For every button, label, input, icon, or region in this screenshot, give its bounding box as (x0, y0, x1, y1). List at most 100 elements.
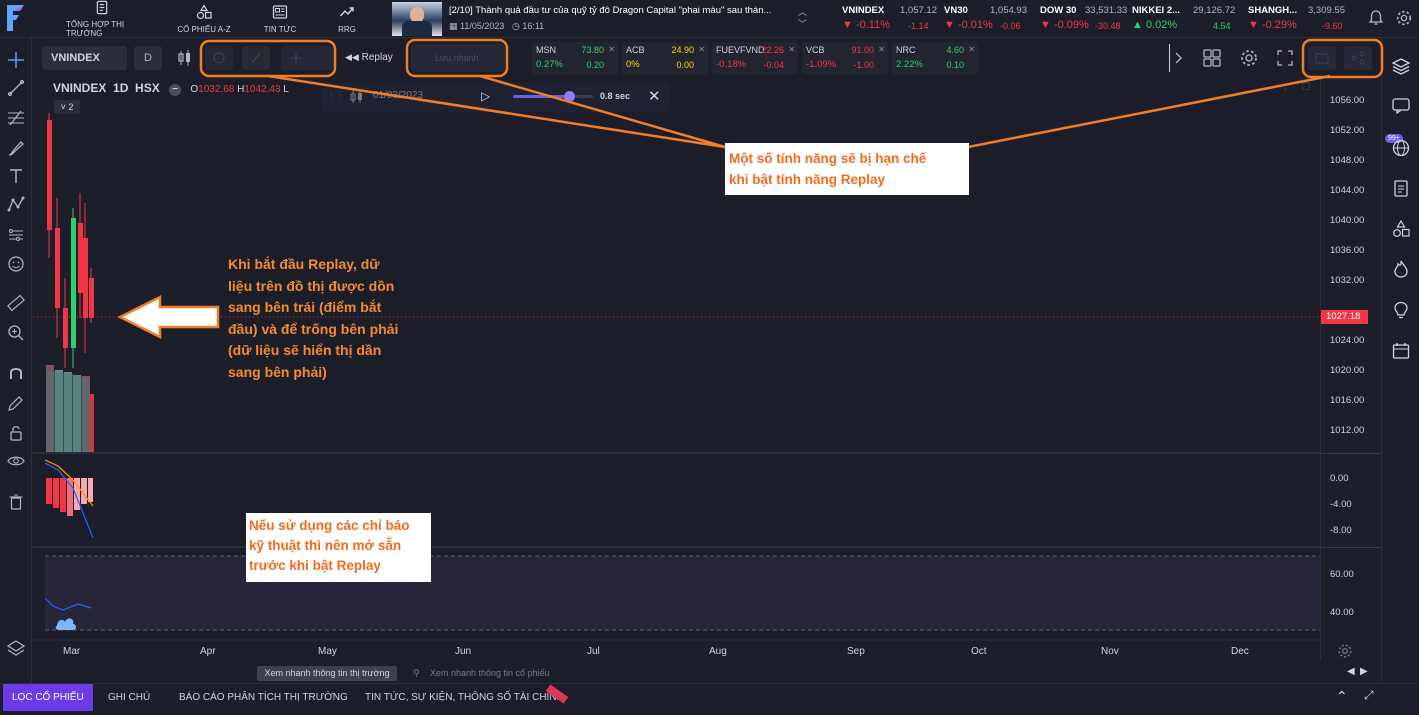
chevron-up-icon[interactable]: ︿ (798, 7, 808, 17)
flame-icon[interactable] (1391, 259, 1411, 279)
draw-button-disabled[interactable] (242, 46, 270, 70)
chevron-right-icon[interactable] (1166, 46, 1190, 70)
pencil-lock-icon[interactable] (6, 393, 26, 413)
time-axis[interactable]: Mar Apr May Jun Jul Aug Sep Oct Nov Dec (33, 640, 1320, 662)
ticker-vnindex[interactable]: VNINDEX 1,057.12 ▼ -0.11% -1.14 (842, 3, 938, 35)
share-button-disabled[interactable] (1344, 46, 1372, 70)
camera-button-disabled[interactable] (1308, 46, 1336, 70)
restore-icon[interactable]: ▢ (1301, 81, 1311, 92)
drag-handle-icon[interactable]: ⋮⋮ (327, 90, 345, 100)
speed-slider-knob[interactable] (564, 91, 575, 102)
brush-icon[interactable] (6, 138, 26, 158)
tab-stock-filter[interactable]: LỌC CỔ PHIẾU (3, 684, 93, 711)
projection-tool-icon[interactable] (6, 225, 26, 245)
eye-icon[interactable] (6, 451, 26, 471)
chevron-up-icon[interactable]: ⌃ (1336, 688, 1348, 704)
news-ticker[interactable]: [2/10] Thành quả đầu tư của quỹ tỷ đô Dr… (392, 2, 812, 36)
replay-button[interactable]: ◀◀ Replay (345, 46, 399, 70)
chevron-down-icon[interactable]: ﹀ (798, 19, 808, 29)
candlestick-type-icon[interactable] (171, 46, 199, 70)
nav-market-overview[interactable]: TỔNG HỢP THỊ TRƯỜNG (66, 0, 138, 38)
lightbulb-icon[interactable] (1391, 300, 1411, 320)
ruler-icon[interactable] (6, 293, 26, 313)
ticker-nikkei[interactable]: NIKKEI 2... 29,126.72 ▲ 0.02% 4.54 (1132, 3, 1238, 35)
news-title[interactable]: [2/10] Thành quả đầu tư của quỹ tỷ đô Dr… (449, 5, 772, 16)
close-icon[interactable]: ✕ (878, 45, 885, 54)
compare-button-disabled[interactable] (281, 46, 333, 70)
close-icon[interactable]: ✕ (788, 45, 795, 54)
shapes-icon[interactable] (1391, 219, 1411, 239)
chart-canvas[interactable] (33, 78, 1320, 660)
gear-icon[interactable] (1395, 9, 1413, 27)
tab-news-events[interactable]: TIN TỨC, SỰ KIỆN, THÔNG SỐ TÀI CHÍNH (365, 692, 564, 703)
chart-pane[interactable]: VNINDEX 1D HSX − O1032.68 H1042.43 L ˅ 2… (33, 78, 1320, 660)
layout-grid-icon[interactable] (1200, 46, 1224, 70)
text-tool-icon[interactable] (6, 166, 26, 186)
minus-icon[interactable]: − (169, 84, 182, 96)
reply-icon[interactable] (1391, 95, 1411, 115)
tab-market-report[interactable]: BÁO CÁO PHÂN TÍCH THỊ TRƯỜNG (179, 692, 348, 703)
zoom-in-icon[interactable] (6, 323, 26, 343)
ticker-name: SHANGH... (1248, 5, 1298, 16)
arrow-down-icon[interactable]: ↓ (1283, 82, 1288, 93)
axis-settings-icon[interactable] (1337, 643, 1353, 659)
ticker-dow30[interactable]: DOW 30 33,531.33 ▼ -0.09% -30.48 (1040, 3, 1127, 35)
scroll-right-icon[interactable]: ▶ (1360, 666, 1368, 677)
watchlist-item-fuevfvnd[interactable]: FUEVFVND 22.26 -0.18% -0.04 ✕ (712, 42, 798, 74)
price-axis[interactable]: 1056.00 1052.00 1048.00 1044.00 1040.00 … (1320, 78, 1382, 660)
trend-line-icon[interactable] (6, 78, 26, 98)
close-icon[interactable]: ✕ (698, 45, 705, 54)
stock-quick-search[interactable]: ⚲ Xem nhanh thông tin cổ phiếu (411, 665, 550, 681)
ticker-shanghai[interactable]: SHANGH... 3,309.55 ▼ -0.29% -9.60 (1248, 3, 1356, 35)
news-nav[interactable]: ︿ ﹀ (798, 6, 807, 30)
close-icon[interactable]: ✕ (608, 45, 615, 54)
symbol-search[interactable]: VNINDEX (42, 46, 127, 70)
interval-select[interactable]: D (134, 46, 162, 70)
fib-tool-icon[interactable] (6, 108, 26, 128)
replay-control-panel: ⋮⋮ 01/03/2023 ▷ 0.8 sec ✕ (321, 82, 669, 112)
news-time: 16:11 (522, 21, 545, 31)
clock-icon: ◷ (511, 21, 520, 31)
nav-label: TIN TỨC (263, 25, 297, 34)
calendar-icon[interactable] (1391, 341, 1411, 361)
indicator-button-disabled[interactable] (205, 46, 233, 70)
nav-news[interactable]: TIN TỨC (262, 0, 298, 38)
scroll-left-icon[interactable]: ◀ (1347, 666, 1355, 677)
ticker-change: 4.54 (1213, 21, 1231, 31)
trash-icon[interactable] (6, 492, 26, 512)
app-logo[interactable] (4, 3, 28, 33)
tab-notes[interactable]: GHI CHÚ (108, 692, 151, 703)
layers-icon[interactable] (6, 638, 26, 658)
fullscreen-icon[interactable] (1273, 46, 1297, 70)
market-quick-view-button[interactable]: Xem nhanh thông tin thị trường (257, 666, 397, 681)
layers-stack-icon[interactable] (1391, 56, 1411, 76)
watchlist-item-nrc[interactable]: NRC 4.60 2.22% 0.10 ✕ (892, 42, 978, 74)
expand-icon[interactable]: ⤢ (1364, 688, 1374, 702)
clipboard-icon[interactable] (1391, 178, 1411, 198)
nav-stocks-az[interactable]: CỔ PHIẾU A-Z (176, 0, 232, 38)
chart-settings-icon[interactable] (1237, 46, 1261, 70)
nav-rrg[interactable]: RRG (333, 0, 361, 38)
pattern-tool-icon[interactable] (6, 195, 26, 215)
magnet-icon[interactable] (6, 363, 26, 383)
watchlist-item-acb[interactable]: ACB 24.90 0% 0.00 ✕ (622, 42, 708, 74)
lock-icon[interactable] (6, 423, 26, 443)
watchlist-item-msn[interactable]: MSN 73.80 0.27% 0.20 ✕ (532, 42, 618, 74)
ticker-pct: ▲ 0.02% (1132, 19, 1178, 31)
emoji-icon[interactable] (6, 254, 26, 274)
legend-collapse-button[interactable]: ˅ 2 (54, 100, 80, 114)
close-icon[interactable]: ✕ (968, 45, 975, 54)
close-replay-icon[interactable]: ✕ (648, 88, 661, 105)
volume-ma-area (46, 370, 90, 452)
speed-slider[interactable] (513, 91, 593, 102)
quick-save-button-disabled[interactable]: Lưu nhanh (411, 44, 505, 72)
play-icon[interactable]: ▷ (481, 89, 491, 103)
watchlist-item-vcb[interactable]: VCB 91.00 -1.09% -1.00 ✕ (802, 42, 888, 74)
globe-icon[interactable] (1391, 138, 1411, 158)
bell-icon[interactable] (1367, 9, 1385, 27)
ticker-vn30[interactable]: VN30 1,054.93 ▼ -0.01% -0.06 (944, 3, 1028, 35)
crosshair-icon[interactable] (6, 50, 26, 70)
replay-date[interactable]: 01/03/2023 (373, 90, 424, 101)
top-navigation: TỔNG HỢP THỊ TRƯỜNG CỔ PHIẾU A-Z TIN TỨC… (0, 0, 1419, 38)
select-bar-icon[interactable] (347, 88, 367, 106)
